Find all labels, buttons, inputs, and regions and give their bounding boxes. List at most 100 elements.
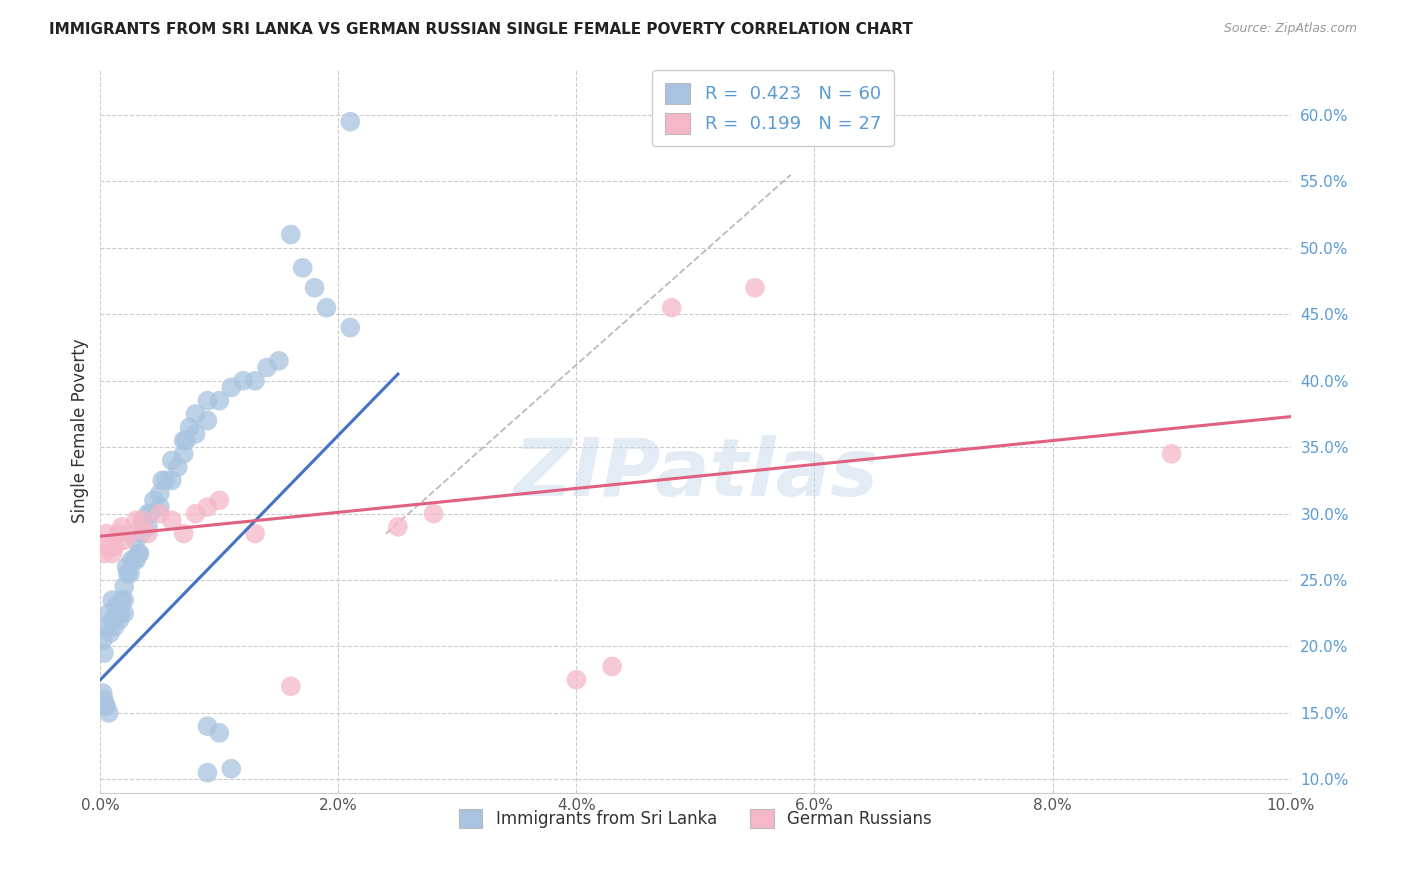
Point: [197, 414, 219, 428]
Point: [136, 526, 159, 541]
Point: [184, 407, 207, 421]
Text: ZIPatlas: ZIPatlas: [513, 435, 877, 513]
Point: [91, 686, 114, 700]
Point: [149, 500, 172, 514]
Point: [280, 679, 302, 693]
Point: [267, 354, 290, 368]
Point: [131, 526, 153, 541]
Point: [197, 719, 219, 733]
Point: [105, 607, 128, 621]
Point: [104, 619, 127, 633]
Point: [112, 607, 135, 621]
Point: [197, 765, 219, 780]
Point: [173, 447, 195, 461]
Point: [104, 599, 127, 614]
Point: [197, 500, 219, 514]
Point: [142, 493, 165, 508]
Point: [94, 699, 117, 714]
Point: [112, 593, 135, 607]
Point: [339, 320, 361, 334]
Point: [208, 393, 231, 408]
Point: [120, 566, 142, 581]
Point: [98, 626, 121, 640]
Point: [96, 619, 118, 633]
Point: [1160, 447, 1182, 461]
Point: [117, 566, 139, 581]
Point: [131, 513, 153, 527]
Point: [232, 374, 254, 388]
Point: [104, 540, 127, 554]
Point: [112, 580, 135, 594]
Point: [184, 507, 207, 521]
Point: [315, 301, 337, 315]
Point: [155, 474, 177, 488]
Point: [208, 493, 231, 508]
Point: [93, 547, 115, 561]
Point: [197, 393, 219, 408]
Point: [120, 526, 142, 541]
Point: [97, 607, 120, 621]
Point: [243, 374, 266, 388]
Point: [122, 553, 145, 567]
Point: [115, 559, 138, 574]
Point: [101, 593, 124, 607]
Point: [149, 507, 172, 521]
Point: [107, 526, 129, 541]
Point: [256, 360, 278, 375]
Point: [179, 420, 201, 434]
Point: [125, 513, 148, 527]
Point: [91, 632, 114, 647]
Point: [160, 453, 183, 467]
Point: [661, 301, 683, 315]
Point: [125, 533, 148, 548]
Point: [136, 520, 159, 534]
Point: [150, 474, 173, 488]
Point: [173, 526, 195, 541]
Point: [166, 460, 188, 475]
Point: [160, 474, 183, 488]
Point: [111, 593, 134, 607]
Point: [600, 659, 623, 673]
Point: [97, 540, 120, 554]
Point: [174, 434, 197, 448]
Point: [149, 486, 172, 500]
Point: [93, 692, 115, 706]
Point: [291, 260, 314, 275]
Point: [108, 613, 131, 627]
Point: [112, 533, 135, 548]
Text: Source: ZipAtlas.com: Source: ZipAtlas.com: [1223, 22, 1357, 36]
Point: [136, 507, 159, 521]
Point: [107, 607, 129, 621]
Point: [422, 507, 444, 521]
Point: [339, 114, 361, 128]
Point: [387, 520, 409, 534]
Point: [173, 434, 195, 448]
Point: [125, 553, 148, 567]
Point: [208, 726, 231, 740]
Point: [96, 526, 118, 541]
Point: [120, 553, 142, 567]
Point: [101, 547, 124, 561]
Point: [110, 607, 132, 621]
Point: [139, 507, 162, 521]
Point: [280, 227, 302, 242]
Point: [101, 613, 124, 627]
Legend: Immigrants from Sri Lanka, German Russians: Immigrants from Sri Lanka, German Russia…: [453, 803, 938, 835]
Point: [565, 673, 588, 687]
Point: [219, 380, 242, 394]
Point: [744, 281, 766, 295]
Point: [128, 547, 150, 561]
Point: [219, 762, 242, 776]
Y-axis label: Single Female Poverty: Single Female Poverty: [72, 338, 89, 523]
Point: [184, 426, 207, 441]
Point: [97, 706, 120, 720]
Point: [96, 699, 118, 714]
Point: [111, 520, 134, 534]
Point: [243, 526, 266, 541]
Point: [132, 513, 155, 527]
Point: [127, 547, 149, 561]
Point: [304, 281, 326, 295]
Point: [160, 513, 183, 527]
Text: IMMIGRANTS FROM SRI LANKA VS GERMAN RUSSIAN SINGLE FEMALE POVERTY CORRELATION CH: IMMIGRANTS FROM SRI LANKA VS GERMAN RUSS…: [49, 22, 912, 37]
Point: [93, 646, 115, 660]
